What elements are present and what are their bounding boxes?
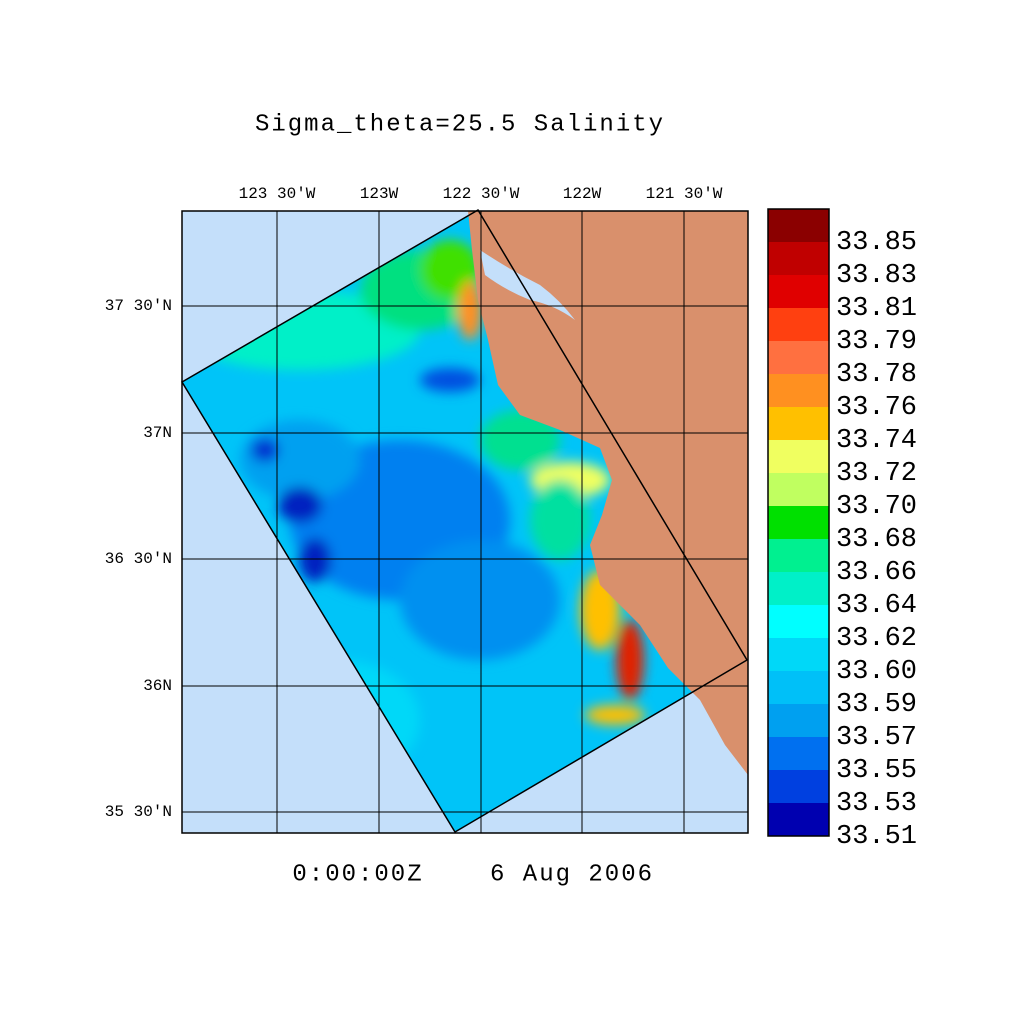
colorbar-swatch [768, 803, 829, 837]
lon-tick-label: 123W [360, 185, 399, 203]
colorbar-label: 33.59 [836, 690, 917, 720]
colorbar-swatch [768, 374, 829, 408]
colorbar-swatch [768, 770, 829, 804]
lon-tick-label: 122W [563, 185, 602, 203]
colorbar-swatch [768, 539, 829, 573]
colorbar-label: 33.60 [836, 657, 917, 687]
colorbar-label: 33.74 [836, 426, 917, 456]
colorbar-swatch [768, 209, 829, 243]
colorbar-label: 33.66 [836, 558, 917, 588]
colorbar-swatch [768, 407, 829, 441]
colorbar-swatch [768, 737, 829, 771]
colorbar-swatch [768, 704, 829, 738]
land [468, 211, 748, 775]
colorbar: 33.8533.8333.8133.7933.7833.7633.7433.72… [767, 208, 917, 852]
colorbar-label: 33.78 [836, 360, 917, 390]
colorbar-label: 33.68 [836, 525, 917, 555]
axis-labels: 123 30'W 123W 122 30'W 122W 121 30'W 37 30'N 3… [105, 185, 723, 821]
lon-tick-label: 123 30'W [239, 185, 316, 203]
colorbar-label: 33.55 [836, 756, 917, 786]
bay [480, 250, 575, 320]
colorbar-label: 33.83 [836, 261, 917, 291]
map-frame [181, 210, 749, 834]
lat-tick-label: 37 30'N [105, 297, 172, 315]
colorbar-swatch [768, 275, 829, 309]
colorbar-frame [767, 208, 830, 837]
colorbar-swatch [768, 473, 829, 507]
colorbar-swatch [768, 638, 829, 672]
colorbar-swatch [768, 440, 829, 474]
colorbar-swatch [768, 572, 829, 606]
lat-tick-label: 37N [143, 424, 172, 442]
graticule [182, 211, 748, 833]
time-label: 0:00:00Z [292, 861, 423, 888]
lat-tick-label: 35 30'N [105, 803, 172, 821]
colorbar-label: 33.81 [836, 294, 917, 324]
colorbar-label: 33.76 [836, 393, 917, 423]
colorbar-label: 33.70 [836, 492, 917, 522]
colorbar-label: 33.85 [836, 228, 917, 258]
title: Sigma_theta=25.5 Salinity [255, 111, 665, 138]
colorbar-swatch [768, 605, 829, 639]
colorbar-swatch [768, 242, 829, 276]
colorbar-label: 33.51 [836, 822, 917, 852]
colorbar-label: 33.62 [836, 624, 917, 654]
colorbar-swatch [768, 506, 829, 540]
lat-tick-label: 36 30'N [105, 550, 172, 568]
colorbar-label: 33.72 [836, 459, 917, 489]
colorbar-swatch [768, 341, 829, 375]
colorbar-swatch [768, 308, 829, 342]
lon-tick-label: 122 30'W [443, 185, 520, 203]
lat-tick-label: 36N [143, 677, 172, 695]
lon-tick-label: 121 30'W [646, 185, 723, 203]
date-label: 6 Aug 2006 [490, 861, 654, 888]
colorbar-label: 33.64 [836, 591, 917, 621]
colorbar-label: 33.57 [836, 723, 917, 753]
colorbar-label: 33.53 [836, 789, 917, 819]
colorbar-label: 33.79 [836, 327, 917, 357]
colorbar-swatch [768, 671, 829, 705]
